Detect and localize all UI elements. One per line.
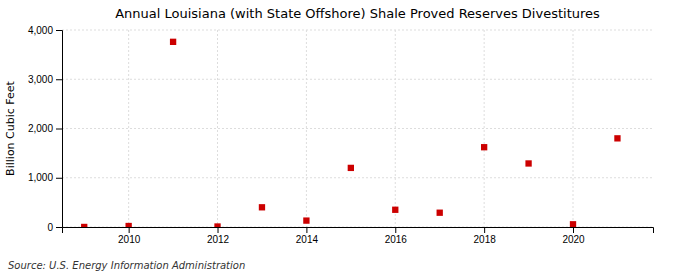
x-tick-label: 2020 xyxy=(562,234,585,245)
x-tick-mark xyxy=(395,227,396,233)
x-tick-mark xyxy=(306,227,307,233)
y-tick-mark xyxy=(56,129,62,130)
points xyxy=(81,39,621,227)
y-tick-label: 3,000 xyxy=(28,74,53,85)
y-axis-label: Billion Cubic Feet xyxy=(4,80,17,175)
x-grid-line xyxy=(484,30,485,227)
y-tick-label: 1,000 xyxy=(28,172,53,183)
y-tick-mark xyxy=(56,227,62,228)
y-tick-mark xyxy=(56,30,62,31)
x-tick-label: 2018 xyxy=(474,234,497,245)
source: Source: U.S. Energy Information Administ… xyxy=(8,260,245,271)
point xyxy=(214,223,220,227)
chart: 2010 2012 2014 2016 2018 2020 0 1,000 2,000 3,000… xyxy=(0,0,675,275)
point xyxy=(170,39,176,45)
y-tick-mark xyxy=(56,178,62,179)
x-tick: 2012 xyxy=(207,227,230,245)
x-tick-mark xyxy=(218,227,219,233)
x-tick: 2014 xyxy=(296,227,319,245)
x-grid-line xyxy=(217,30,218,227)
y-tick-label: 2,000 xyxy=(28,123,53,134)
y-axis-line xyxy=(56,31,63,228)
x-tick: 2016 xyxy=(385,227,408,245)
x-axis-line xyxy=(63,228,654,234)
point xyxy=(303,217,309,223)
y-tick-mark xyxy=(56,79,62,80)
y-tick: 2,000 xyxy=(28,123,62,134)
x-tick-label: 2014 xyxy=(296,234,319,245)
point xyxy=(614,135,620,141)
point xyxy=(392,207,398,213)
x-grid-line xyxy=(128,30,129,227)
point xyxy=(437,210,443,216)
x-grid-line xyxy=(395,30,396,227)
x-tick-mark xyxy=(129,227,130,233)
point xyxy=(259,204,265,210)
y-tick-label: 0 xyxy=(47,222,53,233)
x-tick: 2020 xyxy=(562,227,585,245)
point xyxy=(570,221,576,227)
x-tick: 2010 xyxy=(118,227,141,245)
y-tick: 0 xyxy=(47,222,62,233)
y-tick: 4,000 xyxy=(28,25,62,36)
y-grid-line xyxy=(62,177,653,178)
x-tick-label: 2010 xyxy=(118,234,141,245)
y-grid-line xyxy=(62,79,653,80)
point xyxy=(125,223,131,227)
point xyxy=(481,144,487,150)
x-axis: 2010 2012 2014 2016 2018 2020 xyxy=(63,227,654,245)
title: Annual Louisiana (with State Offshore) S… xyxy=(115,6,600,21)
y-axis: 0 1,000 2,000 3,000 4,000 xyxy=(28,25,63,233)
x-tick: 2018 xyxy=(474,227,497,245)
point xyxy=(348,165,354,171)
y-tick: 1,000 xyxy=(28,172,62,183)
point xyxy=(525,160,531,166)
grid xyxy=(62,30,653,227)
x-tick-label: 2012 xyxy=(207,234,230,245)
point xyxy=(81,224,87,227)
x-tick-mark xyxy=(484,227,485,233)
x-tick-label: 2016 xyxy=(385,234,408,245)
x-tick-mark xyxy=(573,227,574,233)
y-grid-line xyxy=(62,128,653,129)
y-tick-label: 4,000 xyxy=(28,25,53,36)
x-grid-line xyxy=(573,30,574,227)
y-grid-line xyxy=(62,30,653,31)
x-grid-line xyxy=(306,30,307,227)
y-tick: 3,000 xyxy=(28,74,62,85)
plot: 2010 2012 2014 2016 2018 2020 0 1,000 2,000 3,000… xyxy=(28,25,654,245)
